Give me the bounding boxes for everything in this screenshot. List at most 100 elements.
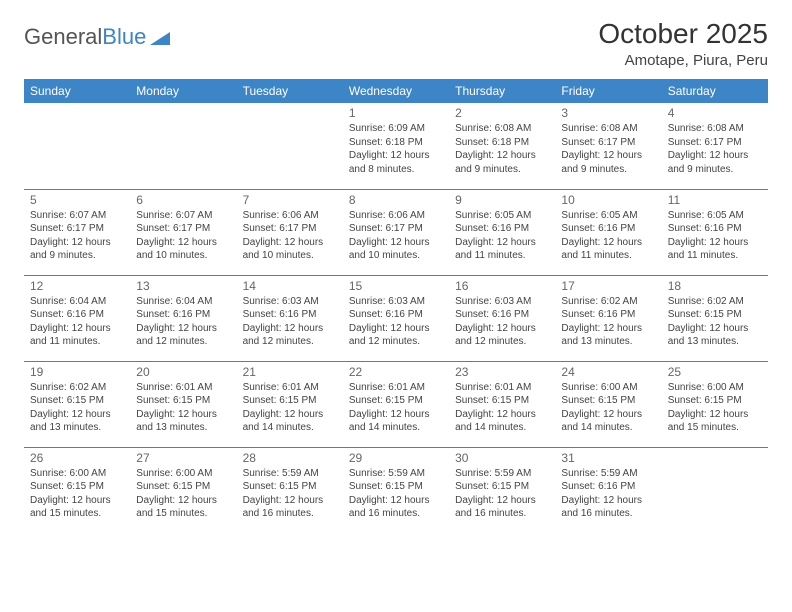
calendar-day-cell: 10Sunrise: 6:05 AMSunset: 6:16 PMDayligh… (555, 189, 661, 275)
calendar-day-cell: 12Sunrise: 6:04 AMSunset: 6:16 PMDayligh… (24, 275, 130, 361)
day-number: 19 (30, 365, 124, 379)
day-number: 13 (136, 279, 230, 293)
calendar-day-cell: 6Sunrise: 6:07 AMSunset: 6:17 PMDaylight… (130, 189, 236, 275)
day-number: 20 (136, 365, 230, 379)
sunrise-line: Sunrise: 6:00 AM (668, 381, 762, 395)
sunset-line: Sunset: 6:15 PM (243, 394, 337, 408)
sunset-line: Sunset: 6:18 PM (455, 136, 549, 150)
calendar-week-row: 26Sunrise: 6:00 AMSunset: 6:15 PMDayligh… (24, 447, 768, 533)
sunrise-line: Sunrise: 6:01 AM (243, 381, 337, 395)
sunset-line: Sunset: 6:16 PM (349, 308, 443, 322)
calendar-day-cell: 14Sunrise: 6:03 AMSunset: 6:16 PMDayligh… (237, 275, 343, 361)
calendar-day-cell: 7Sunrise: 6:06 AMSunset: 6:17 PMDaylight… (237, 189, 343, 275)
sunrise-line: Sunrise: 6:00 AM (561, 381, 655, 395)
sunset-line: Sunset: 6:15 PM (136, 394, 230, 408)
title-block: October 2025 Amotape, Piura, Peru (598, 18, 768, 69)
calendar-day-cell (130, 103, 236, 189)
sunrise-line: Sunrise: 6:08 AM (561, 122, 655, 136)
calendar-day-cell: 15Sunrise: 6:03 AMSunset: 6:16 PMDayligh… (343, 275, 449, 361)
day-number: 6 (136, 193, 230, 207)
day-number: 31 (561, 451, 655, 465)
day-number: 24 (561, 365, 655, 379)
sunset-line: Sunset: 6:15 PM (349, 394, 443, 408)
sunset-line: Sunset: 6:16 PM (561, 308, 655, 322)
sunset-line: Sunset: 6:16 PM (561, 222, 655, 236)
sunrise-line: Sunrise: 5:59 AM (349, 467, 443, 481)
daylight-line: Daylight: 12 hours and 15 minutes. (30, 494, 124, 521)
location: Amotape, Piura, Peru (598, 52, 768, 69)
daylight-line: Daylight: 12 hours and 11 minutes. (455, 236, 549, 263)
header: General Blue October 2025 Amotape, Piura… (24, 18, 768, 69)
weekday-header-row: Sunday Monday Tuesday Wednesday Thursday… (24, 79, 768, 103)
sunrise-line: Sunrise: 6:02 AM (30, 381, 124, 395)
sunset-line: Sunset: 6:15 PM (30, 394, 124, 408)
sunset-line: Sunset: 6:16 PM (136, 308, 230, 322)
daylight-line: Daylight: 12 hours and 10 minutes. (243, 236, 337, 263)
daylight-line: Daylight: 12 hours and 12 minutes. (455, 322, 549, 349)
sunset-line: Sunset: 6:16 PM (561, 480, 655, 494)
daylight-line: Daylight: 12 hours and 16 minutes. (455, 494, 549, 521)
weekday-header: Monday (130, 79, 236, 103)
calendar-day-cell: 8Sunrise: 6:06 AMSunset: 6:17 PMDaylight… (343, 189, 449, 275)
daylight-line: Daylight: 12 hours and 12 minutes. (136, 322, 230, 349)
calendar-body: 1Sunrise: 6:09 AMSunset: 6:18 PMDaylight… (24, 103, 768, 533)
sunset-line: Sunset: 6:15 PM (136, 480, 230, 494)
sunrise-line: Sunrise: 6:08 AM (668, 122, 762, 136)
sunrise-line: Sunrise: 6:01 AM (136, 381, 230, 395)
day-number: 10 (561, 193, 655, 207)
calendar-day-cell: 11Sunrise: 6:05 AMSunset: 6:16 PMDayligh… (662, 189, 768, 275)
sunset-line: Sunset: 6:17 PM (668, 136, 762, 150)
calendar-week-row: 5Sunrise: 6:07 AMSunset: 6:17 PMDaylight… (24, 189, 768, 275)
sunrise-line: Sunrise: 6:06 AM (243, 209, 337, 223)
calendar-day-cell: 5Sunrise: 6:07 AMSunset: 6:17 PMDaylight… (24, 189, 130, 275)
weekday-header: Wednesday (343, 79, 449, 103)
sunrise-line: Sunrise: 6:07 AM (136, 209, 230, 223)
daylight-line: Daylight: 12 hours and 15 minutes. (668, 408, 762, 435)
daylight-line: Daylight: 12 hours and 12 minutes. (243, 322, 337, 349)
sunrise-line: Sunrise: 6:05 AM (668, 209, 762, 223)
calendar-week-row: 19Sunrise: 6:02 AMSunset: 6:15 PMDayligh… (24, 361, 768, 447)
sunset-line: Sunset: 6:16 PM (455, 222, 549, 236)
calendar-day-cell (237, 103, 343, 189)
daylight-line: Daylight: 12 hours and 14 minutes. (455, 408, 549, 435)
sunrise-line: Sunrise: 6:05 AM (561, 209, 655, 223)
logo-triangle-icon (150, 29, 170, 45)
calendar-day-cell: 28Sunrise: 5:59 AMSunset: 6:15 PMDayligh… (237, 447, 343, 533)
sunrise-line: Sunrise: 6:00 AM (30, 467, 124, 481)
sunset-line: Sunset: 6:15 PM (455, 394, 549, 408)
daylight-line: Daylight: 12 hours and 14 minutes. (349, 408, 443, 435)
day-number: 22 (349, 365, 443, 379)
daylight-line: Daylight: 12 hours and 13 minutes. (668, 322, 762, 349)
calendar-day-cell: 21Sunrise: 6:01 AMSunset: 6:15 PMDayligh… (237, 361, 343, 447)
day-number: 18 (668, 279, 762, 293)
calendar-day-cell: 13Sunrise: 6:04 AMSunset: 6:16 PMDayligh… (130, 275, 236, 361)
calendar-day-cell: 30Sunrise: 5:59 AMSunset: 6:15 PMDayligh… (449, 447, 555, 533)
sunset-line: Sunset: 6:18 PM (349, 136, 443, 150)
weekday-header: Friday (555, 79, 661, 103)
sunrise-line: Sunrise: 6:03 AM (349, 295, 443, 309)
day-number: 27 (136, 451, 230, 465)
calendar-page: General Blue October 2025 Amotape, Piura… (0, 0, 792, 551)
logo-word1: General (24, 24, 102, 50)
sunrise-line: Sunrise: 5:59 AM (455, 467, 549, 481)
daylight-line: Daylight: 12 hours and 11 minutes. (30, 322, 124, 349)
daylight-line: Daylight: 12 hours and 16 minutes. (243, 494, 337, 521)
day-number: 30 (455, 451, 549, 465)
sunrise-line: Sunrise: 6:02 AM (668, 295, 762, 309)
daylight-line: Daylight: 12 hours and 15 minutes. (136, 494, 230, 521)
sunrise-line: Sunrise: 6:00 AM (136, 467, 230, 481)
sunset-line: Sunset: 6:17 PM (349, 222, 443, 236)
sunrise-line: Sunrise: 6:01 AM (349, 381, 443, 395)
sunrise-line: Sunrise: 6:03 AM (455, 295, 549, 309)
sunrise-line: Sunrise: 6:06 AM (349, 209, 443, 223)
calendar-day-cell: 17Sunrise: 6:02 AMSunset: 6:16 PMDayligh… (555, 275, 661, 361)
daylight-line: Daylight: 12 hours and 14 minutes. (243, 408, 337, 435)
day-number: 26 (30, 451, 124, 465)
calendar-day-cell: 25Sunrise: 6:00 AMSunset: 6:15 PMDayligh… (662, 361, 768, 447)
calendar-day-cell: 29Sunrise: 5:59 AMSunset: 6:15 PMDayligh… (343, 447, 449, 533)
weekday-header: Sunday (24, 79, 130, 103)
sunset-line: Sunset: 6:15 PM (561, 394, 655, 408)
day-number: 11 (668, 193, 762, 207)
sunset-line: Sunset: 6:15 PM (349, 480, 443, 494)
day-number: 12 (30, 279, 124, 293)
